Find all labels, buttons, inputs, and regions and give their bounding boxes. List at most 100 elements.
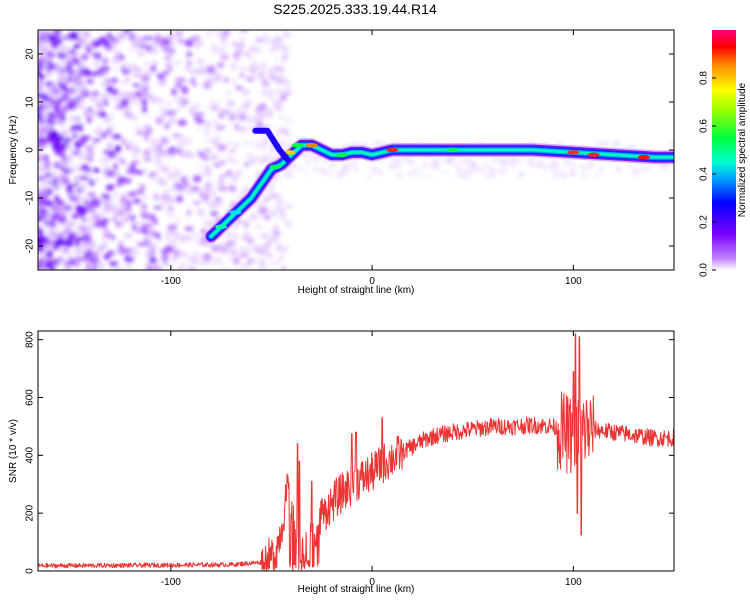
noise-speckle — [219, 47, 225, 54]
noise-speckle — [67, 32, 78, 40]
noise-speckle — [113, 162, 118, 171]
noise-speckle — [247, 154, 258, 158]
noise-speckle — [160, 137, 169, 145]
noise-speckle — [174, 235, 180, 242]
noise-speckle — [142, 88, 147, 96]
ridge-halo-speckle — [417, 173, 424, 177]
ridge-halo-speckle — [580, 164, 586, 169]
noise-speckle — [104, 176, 111, 180]
ridge-halo-speckle — [500, 160, 507, 164]
noise-speckle — [106, 143, 114, 149]
noise-speckle — [213, 256, 222, 265]
noise-speckle — [92, 52, 98, 59]
noise-speckle — [225, 240, 236, 245]
spectrogram-y-label: Frequency (Hz) — [8, 116, 19, 185]
noise-speckle — [260, 233, 270, 239]
noise-speckle — [254, 224, 262, 230]
ridge-halo-speckle — [497, 169, 505, 172]
noise-speckle — [125, 77, 130, 82]
noise-speckle — [66, 142, 73, 149]
noise-speckle — [38, 44, 42, 53]
noise-speckle — [106, 32, 113, 38]
ridge-halo-speckle — [282, 142, 291, 147]
noise-speckle — [246, 115, 256, 124]
noise-speckle — [126, 203, 131, 211]
noise-speckle — [70, 81, 77, 90]
noise-speckle — [229, 148, 236, 153]
ridge-halo-speckle — [407, 172, 414, 177]
noise-speckle — [159, 106, 169, 112]
noise-speckle — [62, 55, 70, 63]
noise-speckle — [271, 228, 276, 233]
noise-speckle — [210, 107, 219, 111]
noise-speckle — [141, 36, 148, 41]
noise-speckle — [38, 137, 46, 143]
noise-speckle — [235, 107, 242, 115]
ridge-halo-speckle — [455, 163, 460, 169]
noise-speckle — [228, 185, 237, 192]
noise-speckle — [235, 85, 244, 91]
noise-speckle — [244, 98, 250, 103]
noise-speckle — [61, 259, 72, 263]
noise-speckle — [285, 118, 293, 123]
noise-speckle — [221, 187, 227, 192]
noise-speckle — [100, 209, 107, 214]
noise-speckle — [192, 113, 200, 120]
noise-speckle — [219, 248, 225, 253]
noise-speckle — [43, 154, 48, 161]
noise-speckle — [133, 198, 141, 204]
noise-speckle — [82, 38, 92, 44]
spectrogram-y-tick-label: 10 — [25, 96, 36, 108]
noise-speckle — [40, 209, 49, 214]
noise-speckle — [60, 119, 65, 128]
noise-speckle — [133, 189, 141, 196]
noise-speckle — [187, 236, 192, 241]
ridge-halo-speckle — [483, 160, 488, 166]
ridge-halo-speckle — [456, 173, 463, 178]
noise-speckle — [106, 250, 115, 257]
noise-speckle — [38, 34, 45, 42]
noise-speckle — [170, 108, 179, 113]
noise-speckle — [59, 62, 64, 70]
noise-speckle — [198, 171, 206, 176]
ridge-hotspot — [637, 155, 650, 160]
noise-speckle — [234, 123, 239, 131]
noise-speckle — [223, 43, 228, 48]
noise-speckle — [42, 108, 49, 117]
noise-speckle — [255, 74, 260, 80]
noise-speckle — [181, 176, 187, 184]
ridge-halo-speckle — [632, 172, 638, 177]
noise-speckle — [59, 173, 69, 182]
noise-speckle — [273, 224, 280, 230]
noise-speckle — [178, 152, 185, 158]
noise-speckle — [228, 110, 235, 118]
snr-y-tick-label: 600 — [25, 389, 36, 406]
noise-speckle — [92, 60, 100, 68]
colorbar-tick-label: 0.4 — [699, 167, 710, 181]
noise-speckle — [233, 233, 238, 239]
noise-speckle — [146, 36, 154, 41]
noise-speckle — [45, 125, 50, 132]
noise-speckle — [140, 223, 147, 229]
noise-speckle — [164, 152, 172, 159]
noise-speckle — [208, 260, 215, 265]
noise-speckle — [169, 231, 178, 237]
noise-speckle — [127, 192, 136, 197]
noise-speckle — [38, 231, 43, 236]
noise-speckle — [38, 202, 43, 208]
noise-speckle — [253, 46, 263, 54]
noise-speckle — [174, 149, 183, 154]
ridge-halo-speckle — [480, 169, 486, 174]
noise-speckle — [132, 150, 139, 159]
noise-speckle — [110, 96, 116, 101]
noise-speckle — [74, 248, 84, 255]
noise-speckle — [54, 225, 61, 231]
ridge-hotspot — [305, 143, 318, 148]
snr-plot-area — [38, 331, 674, 571]
noise-speckle — [121, 98, 129, 106]
noise-speckle — [262, 207, 268, 213]
ridge-hotspot — [386, 147, 399, 153]
snr-y-tick-label: 400 — [25, 447, 36, 464]
noise-speckle — [174, 31, 184, 36]
